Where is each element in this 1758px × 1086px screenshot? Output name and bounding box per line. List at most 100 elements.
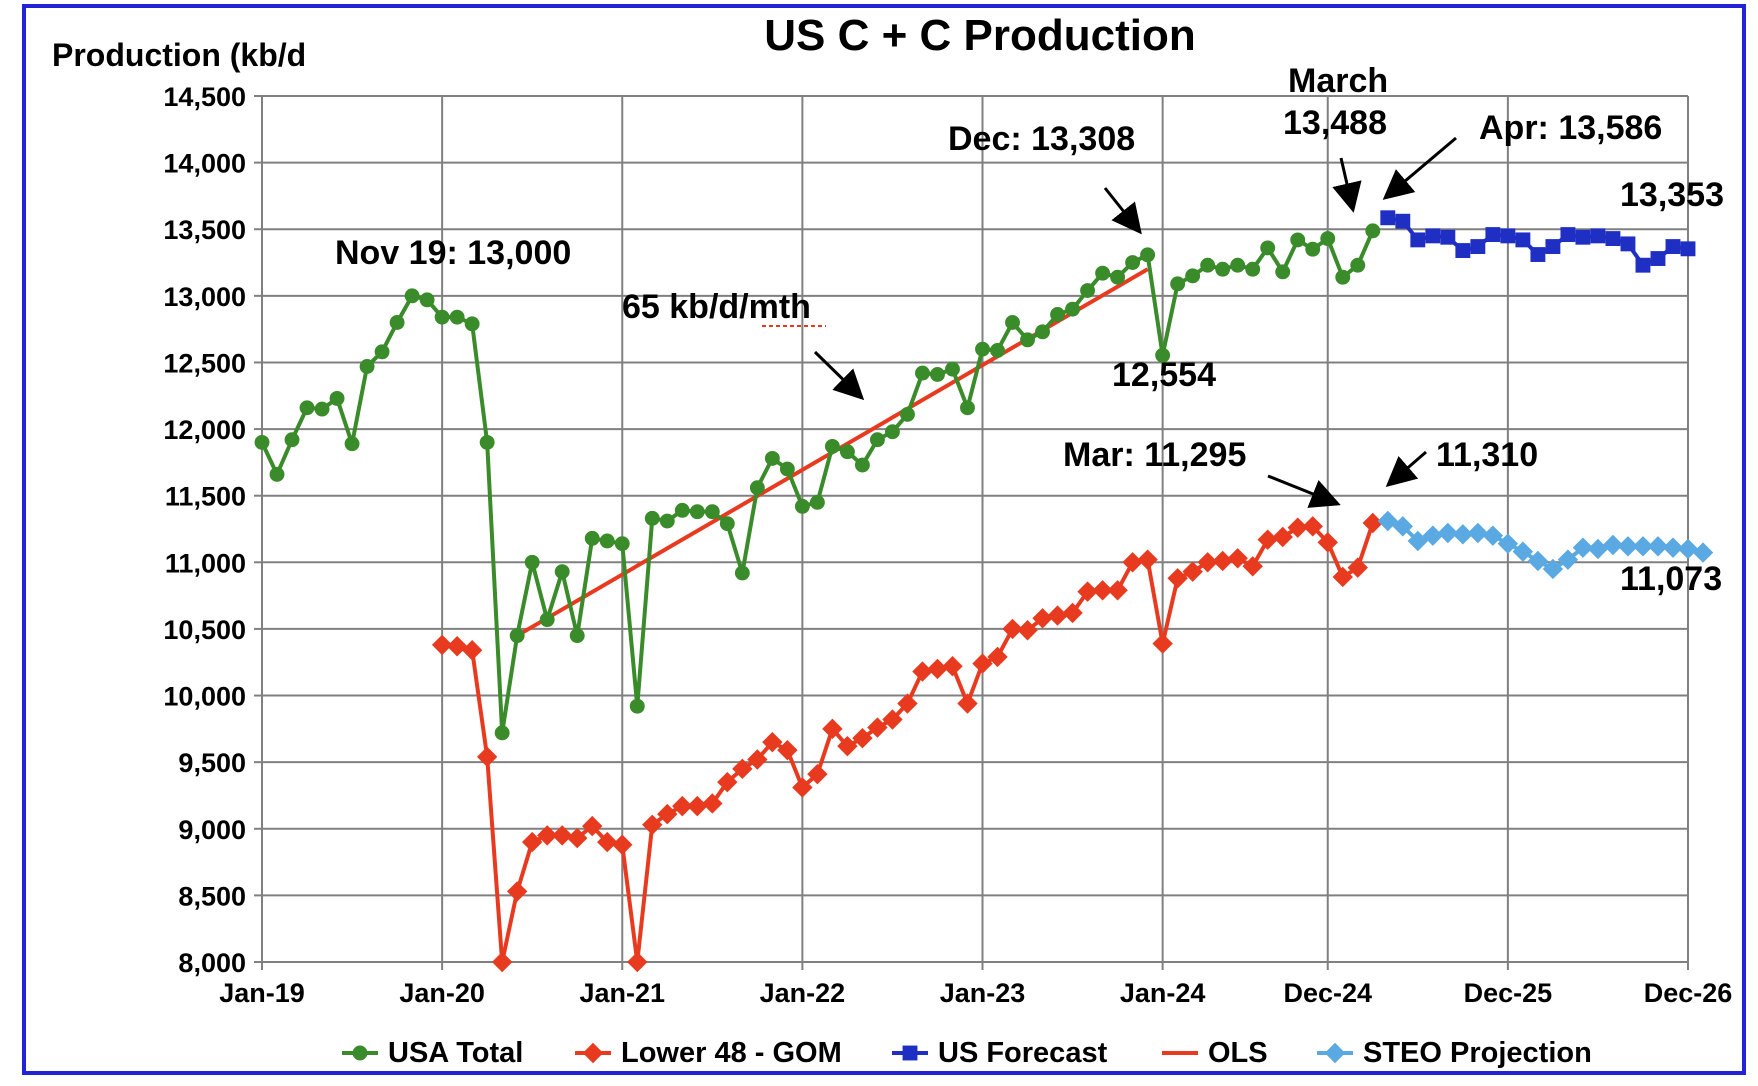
annotation-ols: 65 kb/d/mth (622, 288, 811, 326)
data-point (1407, 530, 1429, 552)
legend-swatch-marker (1324, 1042, 1346, 1064)
data-point (777, 739, 798, 761)
legend-label: OLS (1208, 1037, 1268, 1069)
data-point (524, 554, 540, 570)
series-steo-projection (1377, 510, 1714, 580)
y-tick-label: 14,000 (163, 149, 246, 179)
data-point (1182, 561, 1203, 582)
data-point (629, 698, 645, 714)
data-point (1455, 243, 1471, 258)
series-usa-total (254, 223, 1381, 741)
data-point (506, 881, 528, 902)
data-point (674, 502, 690, 518)
data-point (915, 365, 930, 381)
data-point (1452, 524, 1474, 545)
data-point (1572, 537, 1594, 558)
data-point (1677, 538, 1699, 560)
annotation-steoStart: 11,310 (1436, 436, 1538, 474)
data-point (1587, 538, 1609, 560)
data-point (1497, 533, 1519, 554)
y-tick-label: 9,000 (178, 815, 246, 845)
data-point (539, 612, 555, 628)
x-tick-labels: Jan-19 Jan-20 Jan-21 Jan-22 Jan-23 Jan-24 Dec-… (219, 978, 1732, 1008)
data-point (1422, 525, 1444, 546)
data-point (479, 434, 495, 450)
data-point (491, 951, 513, 973)
data-point (867, 717, 888, 738)
annotation-arrow (1267, 474, 1341, 508)
series-us-forecast (1380, 210, 1696, 273)
legend-label: US Forecast (938, 1037, 1108, 1069)
data-point (627, 951, 648, 973)
data-point (389, 315, 405, 330)
data-point (749, 480, 765, 496)
data-point (1395, 213, 1411, 229)
y-tick-labels: 8,000 8,500 9,000 9,500 10,000 10,500 11,000 11… (163, 82, 246, 978)
legend-label: USA Total (388, 1037, 523, 1069)
data-point (1020, 332, 1035, 348)
data-point (254, 434, 270, 450)
data-point (882, 709, 903, 730)
annotation-low: 12,554 (1112, 356, 1216, 394)
data-point (1440, 229, 1456, 245)
data-point (987, 646, 1008, 668)
data-point (1305, 241, 1321, 257)
data-point (1212, 550, 1233, 572)
data-point (1530, 247, 1546, 262)
data-point (1230, 257, 1246, 273)
annotation-dec: Dec: 13,308 (948, 120, 1135, 158)
data-point (599, 533, 615, 549)
y-tick-label: 10,000 (163, 682, 246, 712)
data-point (732, 758, 753, 780)
legend-swatch-marker (902, 1045, 918, 1061)
data-point (1005, 315, 1020, 330)
data-point (584, 530, 600, 546)
data-point (807, 763, 828, 785)
data-point (1560, 227, 1576, 242)
y-tick-label: 11,500 (165, 482, 246, 512)
data-point (1335, 269, 1351, 285)
data-point (1362, 512, 1383, 534)
annotation-arrow (813, 350, 865, 401)
data-point (659, 513, 675, 529)
data-point (822, 718, 843, 740)
y-tick-label: 9,500 (178, 748, 246, 778)
data-point (1122, 552, 1143, 573)
data-point (689, 504, 705, 520)
series-group (254, 210, 1714, 973)
data-point (1170, 276, 1186, 292)
y-tick-label: 13,500 (163, 215, 246, 245)
data-point (809, 494, 825, 510)
annotations: Nov 19: 13,000 65 kb/d/mth Dec: 13,308 12,5… (335, 62, 1724, 598)
data-point (1260, 240, 1276, 256)
y-tick-label: 11,000 (165, 548, 246, 578)
y-tick-label: 14,500 (163, 82, 246, 112)
data-point (1680, 241, 1696, 257)
data-point (1500, 228, 1516, 244)
annotation-arrow (1103, 187, 1142, 235)
data-point (404, 288, 420, 304)
data-point (957, 693, 978, 714)
data-point (521, 831, 543, 853)
legend-swatch-marker (352, 1045, 368, 1061)
data-point (764, 450, 780, 466)
legend-swatch-marker (582, 1042, 604, 1064)
data-point (461, 640, 483, 661)
gridlines (254, 95, 1689, 970)
chart-title: US C + C Production (764, 11, 1195, 60)
data-point (1470, 239, 1486, 254)
data-point (597, 831, 618, 853)
data-point (642, 814, 663, 835)
data-point (284, 432, 300, 448)
data-point (552, 825, 573, 846)
data-point (900, 406, 915, 422)
data-point (1665, 239, 1681, 254)
data-point (897, 693, 918, 714)
data-point (1662, 537, 1684, 558)
data-point (1035, 324, 1050, 340)
data-point (1632, 536, 1654, 557)
x-tick-label: Jan-21 (579, 978, 665, 1008)
data-point (1155, 347, 1171, 363)
annotation-arrow (1385, 450, 1427, 487)
